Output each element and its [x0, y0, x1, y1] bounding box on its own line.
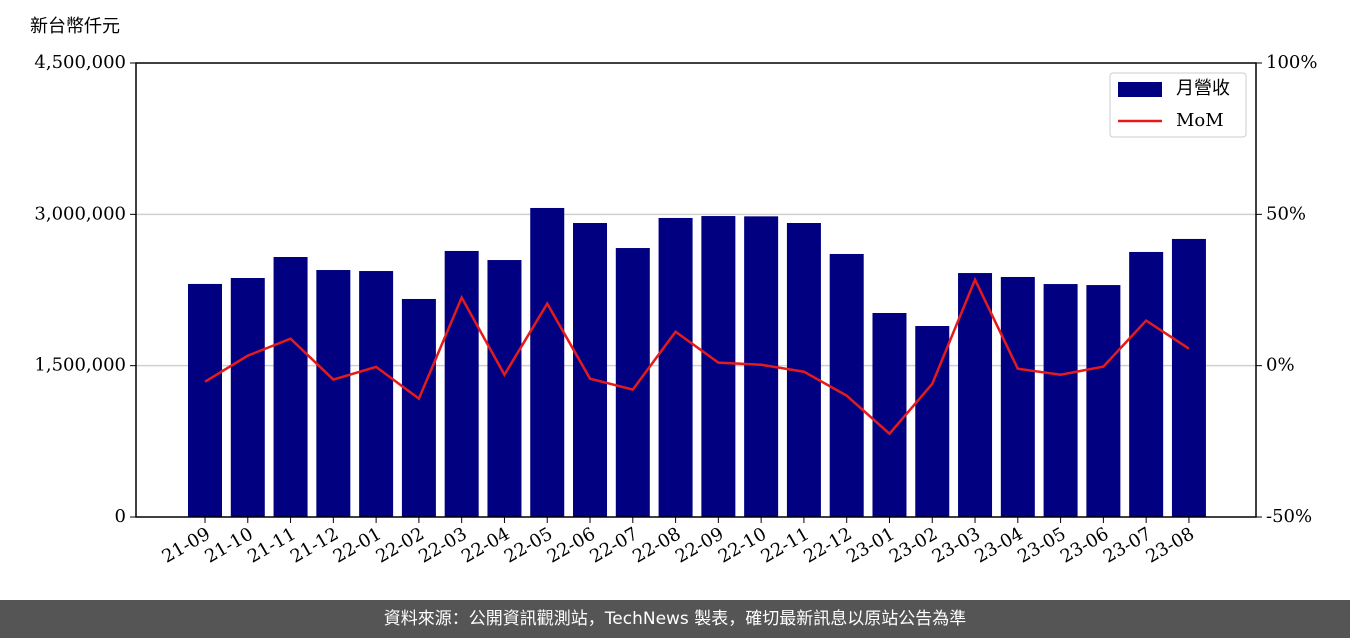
x-tick-label: 22-03: [415, 523, 470, 567]
x-tick-label: 21-11: [244, 523, 299, 567]
x-tick-label: 23-07: [1100, 523, 1155, 567]
bar: [188, 283, 222, 517]
legend-label: MoM: [1176, 110, 1224, 131]
y2-tick-label: 0%: [1266, 355, 1295, 376]
x-tick-label: 22-04: [458, 523, 513, 567]
bar: [1043, 284, 1078, 517]
bar: [1171, 238, 1206, 517]
footer-bar: [0, 600, 1350, 638]
legend-label: 月營收: [1176, 78, 1230, 99]
bar: [487, 260, 522, 517]
y2-tick-label: -50%: [1266, 506, 1312, 527]
x-tick-label: 22-09: [672, 523, 727, 567]
x-tick-label: 22-07: [586, 523, 641, 567]
bar: [829, 253, 864, 517]
x-tick-label: 22-12: [800, 523, 855, 567]
bar: [530, 207, 565, 517]
y-axis-label: 新台幣仟元: [30, 16, 120, 37]
x-tick-label: 22-11: [757, 523, 812, 567]
bar: [573, 223, 608, 518]
y-tick-label: 1,500,000: [34, 355, 126, 376]
bar: [1129, 251, 1164, 517]
bar: [701, 216, 736, 517]
x-tick-label: 22-08: [629, 523, 684, 567]
bar: [658, 217, 693, 517]
x-tick-label: 23-05: [1014, 523, 1069, 567]
y-tick-label: 3,000,000: [34, 203, 126, 224]
x-tick-label: 22-06: [544, 523, 599, 567]
x-tick-label: 22-01: [330, 523, 385, 567]
footer: 資料來源：公開資訊觀測站，TechNews 製表，確切最新訊息以原站公告為準: [384, 609, 966, 629]
x-tick-label: 21-09: [159, 523, 214, 567]
bar: [444, 250, 479, 517]
y2-tick-label: 100%: [1266, 52, 1317, 73]
bar: [1086, 285, 1121, 517]
bar: [401, 298, 436, 517]
x-tick-label: 23-01: [843, 523, 898, 567]
bar: [273, 257, 308, 517]
x-tick-label: 23-08: [1143, 523, 1198, 567]
x-tick-label: 23-04: [971, 523, 1026, 567]
y-tick-label: 0: [115, 506, 126, 527]
line: [204, 276, 1190, 436]
x-tick-label: 21-10: [201, 523, 256, 567]
x-tick-label: 22-05: [501, 523, 556, 567]
x-tick-label: 22-02: [372, 523, 427, 567]
bar: [958, 273, 993, 517]
legend-swatch: [1118, 82, 1162, 97]
bar: [872, 313, 907, 517]
y2-tick-label: 50%: [1266, 203, 1306, 224]
x-tick-label: 23-02: [886, 523, 941, 567]
bar: [615, 248, 650, 518]
x-tick-label: 21-12: [287, 523, 342, 567]
y-tick-label: 4,500,000: [34, 52, 126, 73]
bar: [316, 270, 351, 517]
x-tick-label: 23-06: [1057, 523, 1112, 567]
bar: [230, 277, 265, 517]
x-tick-label: 23-03: [929, 523, 984, 567]
bar: [359, 271, 394, 517]
x-tick-label: 22-10: [715, 523, 770, 567]
bar: [1000, 276, 1035, 517]
plot-frame: [135, 62, 1257, 518]
